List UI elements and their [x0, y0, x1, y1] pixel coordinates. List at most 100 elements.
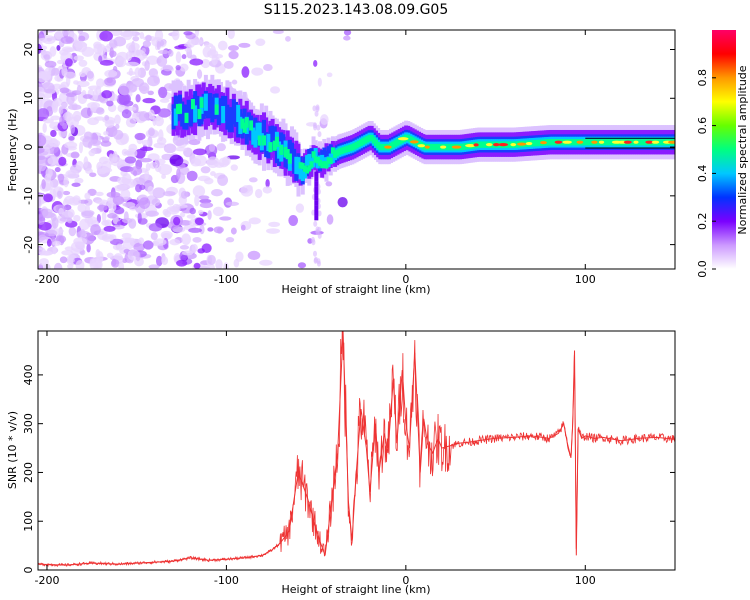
ridge-segment: [314, 195, 319, 201]
noise-blob: [133, 242, 145, 252]
noise-blob: [46, 238, 52, 247]
noise-blob: [78, 59, 88, 67]
ridge-segment: [270, 125, 275, 151]
noise-blob: [199, 202, 214, 209]
noise-blob: [154, 116, 164, 127]
ridge-segment: [533, 140, 538, 147]
noise-blob: [157, 108, 171, 118]
ridge-segment: [242, 108, 247, 134]
noise-blob: [122, 239, 135, 250]
y-tick-label: 100: [22, 511, 35, 532]
noise-blob: [114, 124, 120, 130]
x-tick-label: -200: [34, 574, 59, 587]
noise-blob: [200, 58, 211, 69]
ridge-segment: [255, 122, 260, 140]
noise-blob: [144, 169, 150, 180]
noise-blob: [98, 156, 109, 165]
noise-blob: [78, 35, 86, 42]
noise-blob: [68, 136, 75, 141]
noise-blob: [104, 120, 115, 128]
noise-blob: [247, 250, 261, 260]
noise-blob: [78, 141, 84, 154]
ridge-segment: [173, 108, 178, 126]
ridge-segment: [257, 135, 262, 146]
ridge-segment: [358, 139, 363, 146]
ridge-segment: [190, 98, 195, 110]
noise-blob: [54, 166, 61, 173]
noise-blob: [125, 42, 140, 51]
colorbar-tick-label: 0.6: [696, 117, 709, 135]
ridge-segment: [638, 139, 643, 146]
hot-spot: [440, 145, 447, 149]
snr-line: [38, 331, 675, 566]
x-tick-label: -100: [214, 273, 239, 286]
hot-spot: [645, 140, 654, 144]
noise-blob: [124, 156, 137, 164]
noise-blob: [128, 143, 138, 152]
y-tick-label: 0: [22, 567, 35, 574]
noise-blob: [208, 143, 216, 152]
noise-blob: [57, 190, 62, 198]
noise-blob: [311, 239, 316, 246]
noise-blob: [93, 116, 105, 121]
ridge-segment: [259, 133, 264, 151]
hot-spot: [492, 143, 500, 147]
noise-blob: [95, 191, 104, 197]
ridge-segment: [373, 139, 378, 146]
noise-blob: [317, 77, 322, 87]
noise-blob: [76, 85, 82, 94]
noise-blob: [137, 212, 142, 224]
noise-blob: [326, 214, 334, 225]
ridge-segment: [584, 139, 589, 146]
noise-blob: [176, 168, 181, 181]
noise-blob: [313, 59, 318, 67]
ridge-segment: [268, 126, 273, 152]
noise-blob: [56, 59, 64, 65]
noise-blob: [259, 259, 273, 266]
ridge-segment: [193, 105, 198, 123]
noise-blob: [77, 30, 83, 35]
hot-spot: [576, 140, 584, 144]
noise-blob: [160, 230, 173, 239]
noise-blob: [114, 114, 121, 125]
noise-blob: [70, 124, 76, 134]
noise-blob: [92, 89, 99, 101]
noise-blob: [135, 94, 141, 103]
ridge-segment: [281, 134, 286, 160]
noise-blob: [156, 137, 167, 146]
ridge-segment: [391, 141, 396, 148]
hot-spot: [562, 140, 572, 144]
noise-blob: [145, 210, 159, 217]
noise-blob: [181, 233, 191, 246]
noise-blob: [201, 243, 212, 253]
noise-blob: [192, 148, 207, 156]
noise-blob: [219, 216, 232, 221]
noise-blob: [183, 31, 193, 36]
noise-blob: [217, 174, 229, 186]
ridge-segment: [572, 139, 577, 146]
colorbar-gradient: [712, 30, 736, 269]
noise-blob: [241, 66, 250, 78]
ridge-segment: [314, 200, 319, 206]
noise-blob: [317, 232, 322, 239]
ridge-segment: [477, 141, 482, 148]
ridge-segment: [313, 156, 318, 163]
noise-blob: [175, 65, 181, 71]
ridge-segment: [429, 143, 434, 151]
noise-blob: [147, 185, 154, 195]
noise-blob: [38, 108, 50, 120]
snr-ticks: -200 -100 0 100 0 100 200 300 400: [22, 331, 675, 587]
noise-blob: [168, 49, 174, 57]
noise-blob: [167, 198, 174, 206]
ridge-segment: [246, 112, 251, 138]
noise-blob: [158, 86, 168, 99]
ridge-segment: [369, 134, 374, 142]
noise-blob: [240, 224, 246, 231]
ridge-segment: [587, 139, 592, 146]
noise-blob: [116, 221, 122, 226]
noise-blob: [181, 250, 194, 256]
noise-blob: [97, 204, 108, 211]
y-tick-label: 20: [22, 43, 35, 57]
ridge-segment: [212, 94, 217, 120]
noise-blob: [89, 258, 95, 267]
